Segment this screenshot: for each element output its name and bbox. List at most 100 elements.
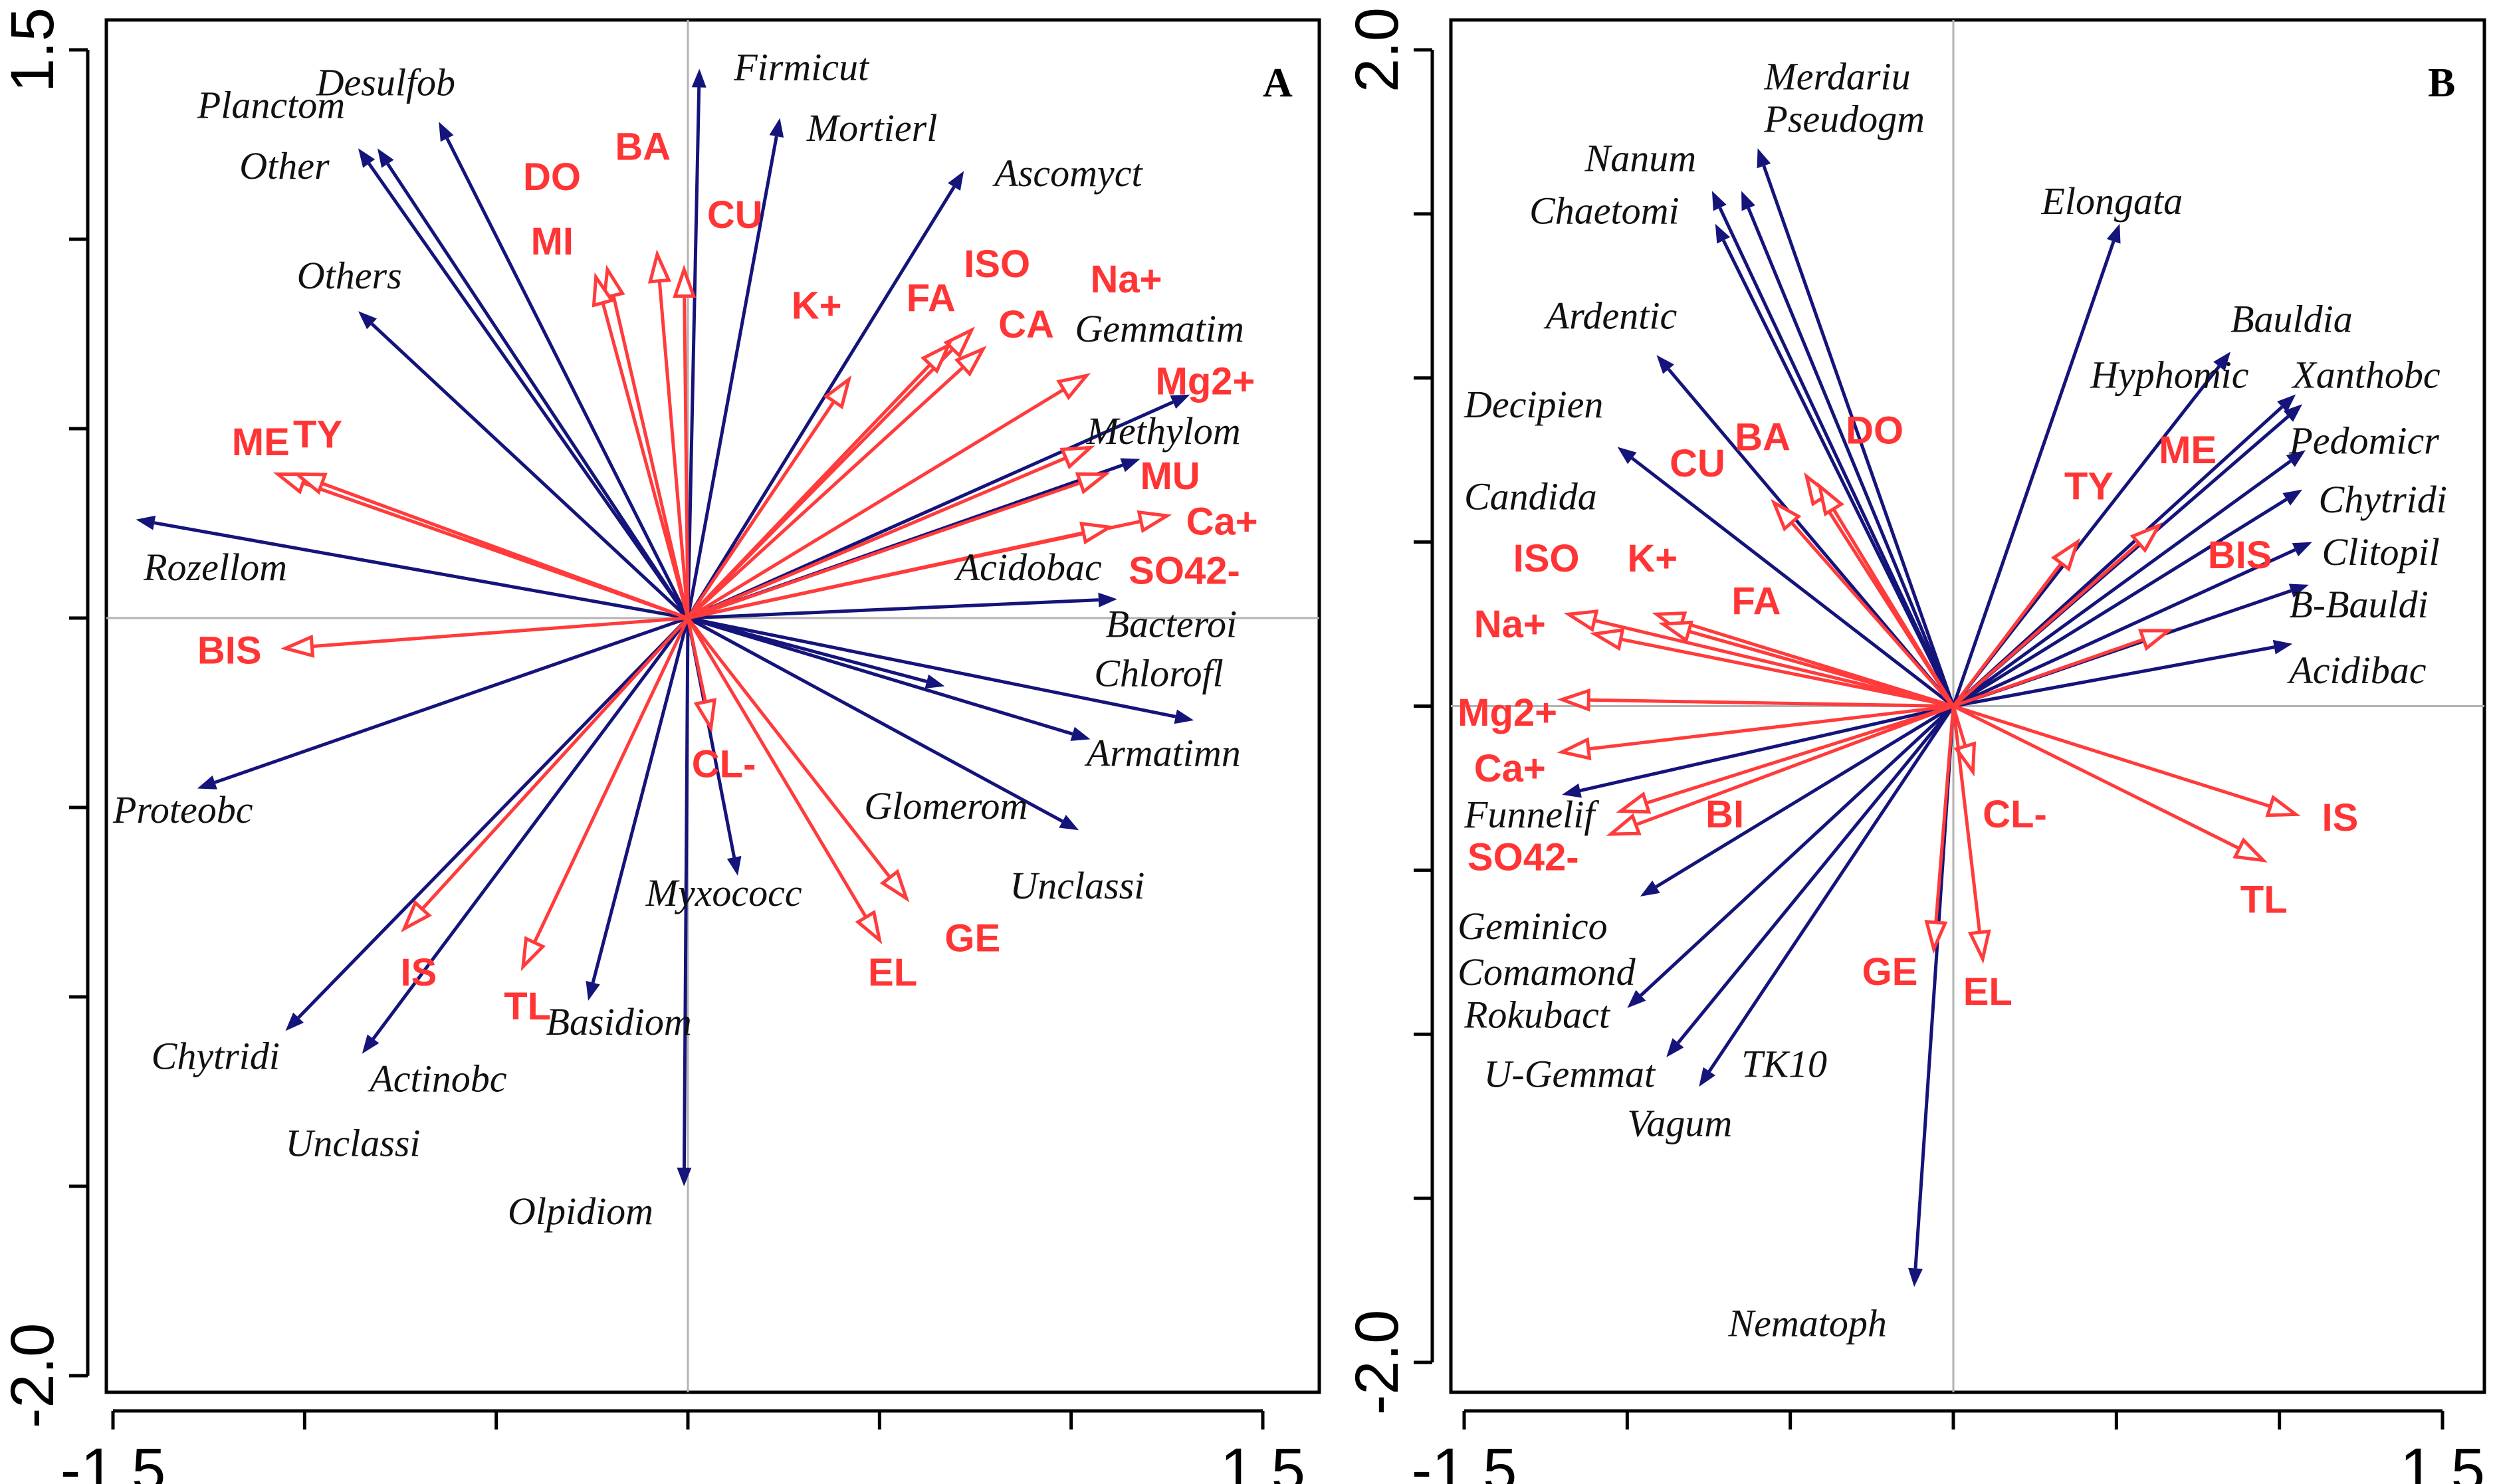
species-label: Proteobc [112,788,253,831]
env-vector-mg2- [1557,688,1954,712]
vector-head [1741,191,1755,211]
vector-shaft [687,363,932,619]
vector-shaft [1832,508,1955,707]
species-label: Hyphomic [2090,354,2249,397]
species-vector-pseudogm [1741,191,1955,707]
vector-head [1771,498,1802,532]
species-vector-merdariu [1757,148,1955,707]
env-label: CU [1670,442,1725,485]
vector-head [2286,450,2306,467]
species-vector-acidibac [1953,639,2293,708]
y-tick-label: -2.0 [1343,1310,1411,1416]
env-label: BIS [197,629,262,672]
vector-head [1606,813,1642,836]
vector-shaft [683,296,690,619]
vector-head [2282,489,2303,506]
vector-shaft [532,617,690,944]
env-label: K+ [1627,537,1678,580]
env-vector-bis [280,616,689,658]
vector-shaft [1952,459,2292,708]
vector-head [1174,709,1194,724]
env-vector-ba [647,249,690,619]
panel-a: -1.5 1.5 1.5 -2.0 A Planctom Other Desulfob Firm… [0,7,1321,1484]
vector-head [592,272,615,308]
env-vector-el [1951,706,1991,964]
vector-head [1711,191,1727,211]
vector-head [1627,990,1646,1008]
env-label: ISO [1513,537,1580,580]
vector-head [1908,1267,1923,1287]
env-label: Na+ [1091,258,1162,301]
vector-shaft [1953,645,2275,708]
vector-head [1098,592,1117,607]
vector-head [197,775,217,790]
vector-head [1715,223,1731,244]
vector-shaft [1620,637,1954,708]
species-vector-u-gemmat [1666,704,1955,1057]
vector-shaft [386,163,690,619]
env-label: SO42- [1467,835,1579,879]
env-label: CL- [1983,793,2047,836]
vector-shaft [686,617,868,918]
species-vector-proteobc [197,616,689,790]
vector-shaft [1631,457,1955,708]
vector-shaft [1676,704,1955,1044]
vector-head [1967,929,1991,964]
species-label: Candida [1464,475,1597,518]
vector-head [2265,794,2301,817]
panel-label: B [2428,60,2455,106]
vector-head [2106,223,2121,244]
species-label: Merdariu [1763,54,1910,98]
vector-shaft [686,136,778,619]
env-vector-cl- [686,617,717,733]
vector-head [855,910,883,945]
species-vector-planctom [358,148,690,619]
species-vector-nanum [1711,191,1955,707]
vector-shaft [687,616,1063,823]
species-vector-chytridi [285,617,689,1031]
vector-head [1616,791,1652,814]
env-label: TL [504,985,551,1028]
vector-head [691,68,706,88]
vector-shaft [1952,562,2063,708]
env-vector-ca [687,346,987,619]
env-label: Ca+ [1186,500,1258,544]
species-label: U-Gemmat [1483,1052,1656,1095]
vector-head [2213,352,2231,371]
vector-head [1562,783,1582,798]
env-vector-do [1816,482,1955,707]
env-label: DO [523,156,581,199]
species-vector-geminico [1640,704,1955,897]
vector-shaft [372,617,690,1040]
vector-head [1699,1067,1715,1087]
env-vector-tl [1952,704,2268,863]
env-vector-bis [1953,629,2173,708]
vector-head [280,634,315,658]
vector-head [1557,737,1592,761]
vector-head [1120,458,1141,473]
vector-head [954,346,987,377]
vector-shaft [687,616,1073,736]
x-tick-label: -1.5 [1412,1436,1517,1484]
env-label: Mg2+ [1458,691,1557,734]
species-label: Other [239,144,330,187]
vector-head [2232,837,2268,863]
env-label: ME [232,421,290,464]
vector-shaft [1952,704,2240,850]
env-vector-iso [1563,609,1954,708]
vector-head [377,148,394,168]
vector-shaft [1635,704,1954,827]
vector-shaft [421,617,689,910]
species-label: Nematoph [1727,1302,1886,1345]
vector-head [823,375,852,409]
env-vector-me [1952,522,2163,708]
panel-label: A [1263,60,1293,106]
species-label: Unclassi [1010,864,1144,907]
vector-shaft [1579,704,1954,793]
species-label: Chaetomi [1529,189,1680,233]
vector-head [2129,522,2163,554]
env-vector-na- [687,373,1091,620]
vector-shaft [687,366,965,619]
vector-head [1137,510,1172,534]
species-vector-ascomyct [686,171,964,619]
